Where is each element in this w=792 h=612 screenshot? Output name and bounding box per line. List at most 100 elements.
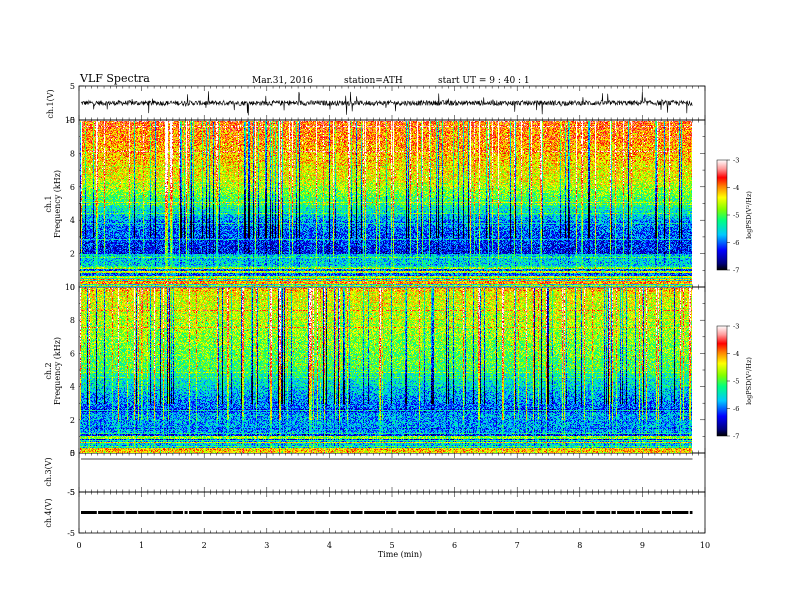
ch2-colorbar-label: logPSD(V²/Hz) <box>745 357 753 405</box>
ch4-waveform-segment <box>532 511 549 514</box>
ch4-waveform-segment <box>398 511 415 514</box>
ch4-waveform-segment <box>493 511 515 514</box>
figure-date: Mar.31, 2016 <box>252 76 313 86</box>
ch3-waveform-ylabel: ch.3(V) <box>44 457 53 486</box>
ch4-waveform-segment <box>222 511 235 514</box>
ch4-waveform-segment <box>350 511 363 514</box>
x-tick-label: 5 <box>389 541 394 550</box>
x-tick-label: 8 <box>577 541 582 550</box>
colorbar-tick-label: -3 <box>733 323 739 331</box>
ch4-waveform-segment <box>672 511 689 514</box>
ch4-waveform-segment <box>98 511 112 514</box>
y-tick-label: 8 <box>70 316 75 325</box>
y-tick-label: 0 <box>70 283 75 292</box>
colorbar-ticks-group: -3 -4 -5 -6 -7 -3 -4 -5 -6 -7 <box>727 157 739 441</box>
ch4-waveform-line <box>81 511 693 514</box>
ch4-waveform-segment <box>515 511 531 514</box>
ch4-waveform-segment <box>273 511 284 514</box>
ch4-waveform-ylabel: ch.4(V) <box>44 498 53 527</box>
ch4-waveform-segment <box>549 511 565 514</box>
ch4-waveform-segment <box>480 511 493 514</box>
colorbar-tick-label: -7 <box>733 433 739 441</box>
ch4-waveform-segment <box>635 511 641 514</box>
ch4-waveform-segment <box>315 511 329 514</box>
x-tick-label: 0 <box>76 541 81 550</box>
ch4-waveform-segment <box>416 511 436 514</box>
ch2-colorbar <box>716 325 728 437</box>
ch1-spec-ylabel-top: ch.1 <box>44 195 53 212</box>
x-tick-label: 2 <box>202 541 207 550</box>
ch4-waveform-segment <box>460 511 480 514</box>
y-tick-label: 2 <box>70 416 75 425</box>
y-tick-label: -5 <box>67 488 75 497</box>
figure-start-time: start UT = 9 : 40 : 1 <box>438 76 530 86</box>
colorbar-tick-label: -4 <box>733 350 739 358</box>
y-tick-label: 6 <box>70 349 75 358</box>
y-tick-label: 8 <box>70 149 75 158</box>
colorbar-tick-label: -7 <box>733 267 739 275</box>
ch4-waveform-segment <box>155 511 172 514</box>
ch2-spec-ylabel: Frequency (kHz) <box>53 337 62 405</box>
ch4-waveform-segment <box>330 511 350 514</box>
ch4-waveform-segment <box>236 511 241 514</box>
ch4-waveform-segment <box>611 511 616 514</box>
ch4-waveform-segment <box>386 511 397 514</box>
x-tick-label: 3 <box>264 541 269 550</box>
ch4-waveform-segment <box>172 511 184 514</box>
colorbar-tick-label: -5 <box>733 212 739 220</box>
colorbar-tick-label: -6 <box>733 239 739 247</box>
ch1-colorbar-label: logPSD(V²/Hz) <box>745 191 753 239</box>
x-tick-label: 9 <box>640 541 645 550</box>
y-tick-label: 0 <box>70 449 75 458</box>
ch4-waveform-segment <box>661 511 672 514</box>
ch1-spec-ylabel: Frequency (kHz) <box>53 170 62 238</box>
ch4-waveform-segment <box>112 511 125 514</box>
y-tick-label: 5 <box>70 488 75 497</box>
y-tick-label: 5 <box>70 82 75 91</box>
y-tick-label: 10 <box>65 116 75 125</box>
y-tick-label: -5 <box>67 529 75 538</box>
x-axis-label: Time (min) <box>378 550 422 559</box>
ch1-colorbar <box>716 159 728 271</box>
ch4-waveform-segment <box>689 511 693 514</box>
ch1-waveform-ylabel: ch.1(V) <box>46 89 55 118</box>
ch4-waveform-segment <box>582 511 595 514</box>
ch4-waveform-segment <box>81 511 97 514</box>
x-tick-label: 10 <box>700 541 710 550</box>
ch4-waveform-segment <box>436 511 447 514</box>
ch4-waveform-segment <box>203 511 222 514</box>
y-tick-label: 5 <box>70 449 75 458</box>
ch4-waveform-segment <box>252 511 273 514</box>
ch4-waveform-segment <box>296 511 315 514</box>
ch4-waveform-segment <box>448 511 460 514</box>
ch4-waveform-segment <box>125 511 138 514</box>
x-tick-label: 1 <box>139 541 144 550</box>
y-tick-label: 6 <box>70 183 75 192</box>
ch4-waveform-segment <box>138 511 155 514</box>
figure-station: station=ATH <box>344 76 403 86</box>
ch2-spec-ylabel-top: ch.2 <box>44 362 53 379</box>
ch4-waveform-segment <box>184 511 188 514</box>
ch1-waveform-line <box>80 91 693 116</box>
x-tick-label: 4 <box>327 541 332 550</box>
figure-title: VLF Spectra <box>79 72 150 85</box>
ch4-waveform-segment <box>242 511 251 514</box>
ch4-waveform-segment <box>189 511 202 514</box>
y-tick-label: 4 <box>70 383 75 392</box>
colorbar-tick-label: -3 <box>733 157 739 165</box>
ch4-waveform-segment <box>284 511 296 514</box>
ch4-waveform-segment <box>640 511 660 514</box>
x-tick-label: 7 <box>515 541 520 550</box>
ch4-waveform-segment <box>565 511 581 514</box>
y-tick-label: -5 <box>67 116 75 125</box>
y-tick-label: 2 <box>70 250 75 259</box>
ch1-spectrogram-image <box>80 121 692 287</box>
colorbar-tick-label: -5 <box>733 378 739 386</box>
y-tick-label: 10 <box>65 283 75 292</box>
colorbar-tick-label: -6 <box>733 405 739 413</box>
ch4-waveform-segment <box>364 511 386 514</box>
ch2-spectrogram-image <box>80 288 692 453</box>
ch4-waveform-segment <box>596 511 611 514</box>
ch4-waveform-segment <box>617 511 635 514</box>
y-tick-label: 4 <box>70 216 75 225</box>
